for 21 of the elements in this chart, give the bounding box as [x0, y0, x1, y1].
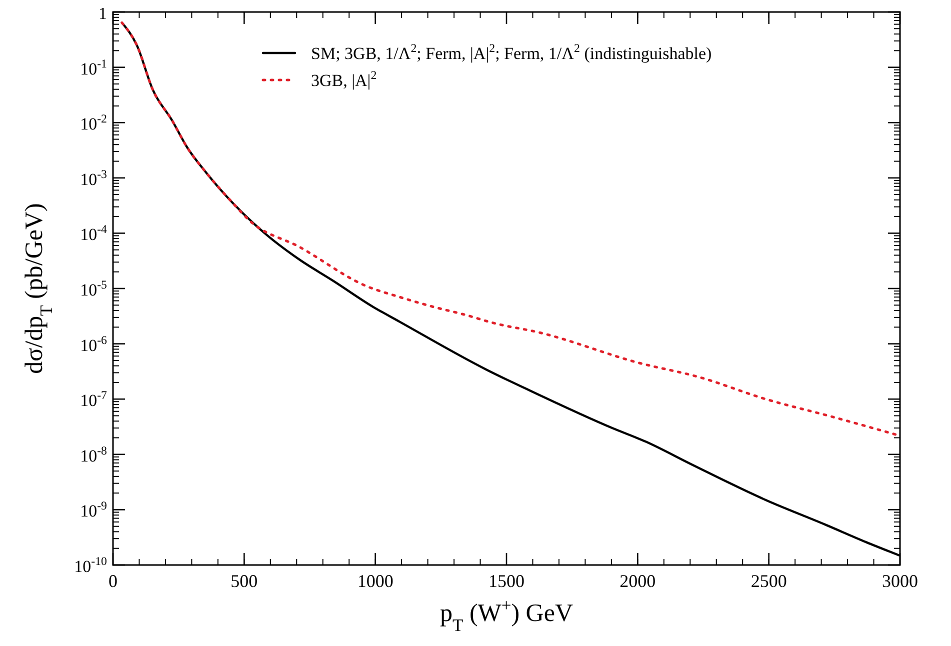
- x-tick-label: 1000: [357, 571, 394, 591]
- x-tick-label: 1500: [488, 571, 524, 591]
- y-tick-label: 10$^{-2}$: [80, 112, 108, 134]
- y-tick-label: 10$^{-5}$: [80, 278, 108, 300]
- legend-label: SM; 3GB, 1/Λ$^{2}$; Ferm, |A|$^{2}$; Ferm, 1/Λ$^{2}$ (indistinguishable): [311, 41, 712, 63]
- legend-label: 3GB, |A|$^{2}$: [311, 68, 377, 90]
- y-tick-label: 10$^{-3}$: [80, 166, 108, 189]
- x-tick-label: 2500: [750, 571, 787, 591]
- y-tick-label: 1: [98, 4, 107, 23]
- y-tick-label: 10$^{-8}$: [80, 443, 108, 466]
- x-axis-title: p$_{T}$ (W$^{+}$) GeV: [440, 595, 574, 635]
- x-tick-label: 3000: [882, 571, 918, 591]
- x-tick-label: 0: [108, 571, 118, 591]
- y-tick-label: 10$^{-9}$: [80, 498, 108, 521]
- y-tick-label: 10$^{-4}$: [80, 222, 108, 244]
- y-tick-label: 10$^{-6}$: [80, 332, 108, 355]
- x-tick-label: 500: [230, 571, 258, 591]
- x-tick-label: 2000: [620, 571, 656, 591]
- y-tick-label: 10$^{-7}$: [80, 388, 108, 410]
- y-tick-label: 10$^{-10}$: [74, 554, 108, 576]
- y-tick-label: 10$^{-1}$: [80, 56, 108, 78]
